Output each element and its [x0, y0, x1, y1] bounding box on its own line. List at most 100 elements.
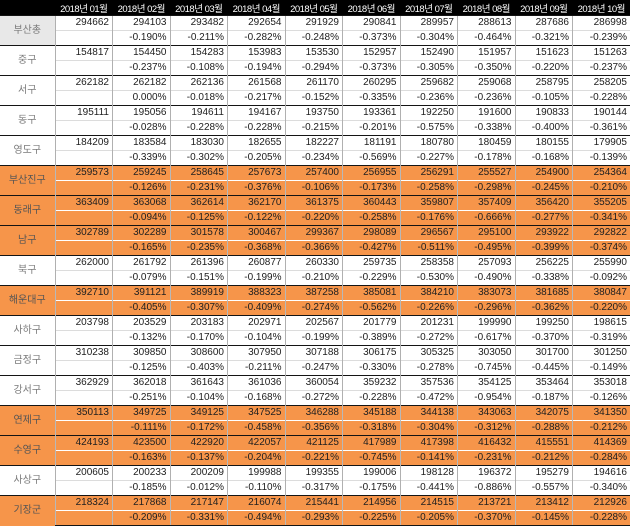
change-cell[interactable]: -0.321%: [515, 31, 573, 46]
value-cell[interactable]: 261396: [170, 256, 228, 271]
change-cell[interactable]: -0.211%: [228, 361, 286, 376]
value-cell[interactable]: 199990: [458, 316, 516, 331]
change-cell[interactable]: [55, 31, 113, 46]
value-cell[interactable]: 254900: [515, 166, 573, 181]
change-cell[interactable]: -0.226%: [400, 301, 458, 316]
value-cell[interactable]: 359232: [343, 376, 401, 391]
value-cell[interactable]: 361036: [228, 376, 286, 391]
value-cell[interactable]: 260330: [285, 256, 343, 271]
value-cell[interactable]: 191600: [458, 106, 516, 121]
change-cell[interactable]: -0.125%: [170, 211, 228, 226]
change-cell[interactable]: -0.228%: [228, 121, 286, 136]
value-cell[interactable]: 353018: [573, 376, 630, 391]
value-cell[interactable]: 195056: [113, 106, 171, 121]
district-name[interactable]: 강서구: [0, 376, 55, 406]
value-cell[interactable]: 184209: [55, 136, 113, 151]
value-cell[interactable]: 203798: [55, 316, 113, 331]
value-cell[interactable]: 180459: [458, 136, 516, 151]
change-cell[interactable]: -0.209%: [113, 511, 171, 526]
value-cell[interactable]: 257673: [228, 166, 286, 181]
value-cell[interactable]: 182655: [228, 136, 286, 151]
change-cell[interactable]: [55, 121, 113, 136]
change-cell[interactable]: -0.293%: [285, 511, 343, 526]
district-name[interactable]: 영도구: [0, 136, 55, 166]
change-cell[interactable]: -0.339%: [113, 151, 171, 166]
value-cell[interactable]: 259735: [343, 256, 401, 271]
value-cell[interactable]: 305325: [400, 346, 458, 361]
change-cell[interactable]: -0.228%: [170, 121, 228, 136]
value-cell[interactable]: 257093: [458, 256, 516, 271]
change-cell[interactable]: [55, 511, 113, 526]
change-cell[interactable]: -0.108%: [170, 61, 228, 76]
value-cell[interactable]: 298089: [343, 226, 401, 241]
value-cell[interactable]: 341350: [573, 406, 630, 421]
change-cell[interactable]: -0.302%: [170, 151, 228, 166]
value-cell[interactable]: 307188: [285, 346, 343, 361]
value-cell[interactable]: 218324: [55, 496, 113, 511]
value-cell[interactable]: 201779: [343, 316, 401, 331]
change-cell[interactable]: -0.317%: [285, 481, 343, 496]
change-cell[interactable]: -0.403%: [170, 361, 228, 376]
change-cell[interactable]: -0.125%: [113, 361, 171, 376]
change-cell[interactable]: -0.370%: [515, 331, 573, 346]
change-cell[interactable]: -0.296%: [458, 301, 516, 316]
value-cell[interactable]: 217147: [170, 496, 228, 511]
change-cell[interactable]: [55, 271, 113, 286]
change-cell[interactable]: [55, 151, 113, 166]
value-cell[interactable]: 349125: [170, 406, 228, 421]
value-cell[interactable]: 256291: [400, 166, 458, 181]
value-cell[interactable]: 190833: [515, 106, 573, 121]
value-cell[interactable]: 384210: [400, 286, 458, 301]
value-cell[interactable]: 294662: [55, 16, 113, 31]
change-cell[interactable]: -0.284%: [573, 451, 630, 466]
change-cell[interactable]: -0.335%: [343, 91, 401, 106]
district-name[interactable]: 금정구: [0, 346, 55, 376]
change-cell[interactable]: -0.012%: [170, 481, 228, 496]
change-cell[interactable]: -0.190%: [113, 31, 171, 46]
value-cell[interactable]: 199006: [343, 466, 401, 481]
change-cell[interactable]: -0.376%: [228, 181, 286, 196]
change-cell[interactable]: -0.400%: [515, 121, 573, 136]
value-cell[interactable]: 389919: [170, 286, 228, 301]
value-cell[interactable]: 255527: [458, 166, 516, 181]
change-cell[interactable]: -0.557%: [515, 481, 573, 496]
value-cell[interactable]: 199988: [228, 466, 286, 481]
value-cell[interactable]: 203183: [170, 316, 228, 331]
change-cell[interactable]: -0.106%: [285, 181, 343, 196]
change-cell[interactable]: -0.170%: [170, 331, 228, 346]
change-cell[interactable]: -0.361%: [573, 121, 630, 136]
value-cell[interactable]: 258358: [400, 256, 458, 271]
change-cell[interactable]: -0.163%: [113, 451, 171, 466]
month-header[interactable]: 2018년 05월: [285, 0, 343, 16]
value-cell[interactable]: 261568: [228, 76, 286, 91]
change-cell[interactable]: -0.212%: [515, 451, 573, 466]
district-name[interactable]: 동구: [0, 106, 55, 136]
change-cell[interactable]: -0.236%: [400, 91, 458, 106]
change-cell[interactable]: -0.205%: [400, 511, 458, 526]
change-cell[interactable]: -0.278%: [400, 361, 458, 376]
change-cell[interactable]: -0.472%: [400, 391, 458, 406]
value-cell[interactable]: 289957: [400, 16, 458, 31]
value-cell[interactable]: 260877: [228, 256, 286, 271]
change-cell[interactable]: -0.185%: [113, 481, 171, 496]
change-cell[interactable]: -0.225%: [343, 511, 401, 526]
change-cell[interactable]: -0.288%: [515, 421, 573, 436]
change-cell[interactable]: -0.389%: [343, 331, 401, 346]
change-cell[interactable]: -0.094%: [113, 211, 171, 226]
district-name[interactable]: 남구: [0, 226, 55, 256]
change-cell[interactable]: -0.494%: [228, 511, 286, 526]
value-cell[interactable]: 217868: [113, 496, 171, 511]
month-header[interactable]: 2018년 03월: [170, 0, 228, 16]
value-cell[interactable]: 154817: [55, 46, 113, 61]
value-cell[interactable]: 194616: [573, 466, 630, 481]
value-cell[interactable]: 258645: [170, 166, 228, 181]
value-cell[interactable]: 199250: [515, 316, 573, 331]
change-cell[interactable]: -0.530%: [400, 271, 458, 286]
change-cell[interactable]: -0.445%: [515, 361, 573, 376]
change-cell[interactable]: -0.229%: [343, 271, 401, 286]
value-cell[interactable]: 262182: [55, 76, 113, 91]
change-cell[interactable]: -0.356%: [285, 421, 343, 436]
change-cell[interactable]: -0.272%: [400, 331, 458, 346]
change-cell[interactable]: -0.234%: [285, 151, 343, 166]
value-cell[interactable]: 200209: [170, 466, 228, 481]
